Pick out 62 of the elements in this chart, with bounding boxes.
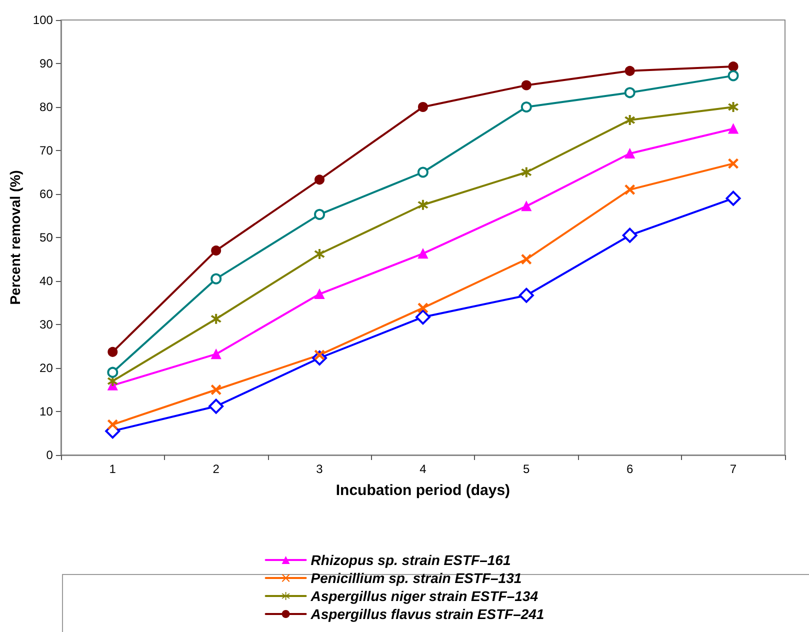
point <box>521 201 532 212</box>
point <box>314 289 325 300</box>
point <box>418 302 428 313</box>
point <box>728 102 738 112</box>
y-tick-label: 0 <box>46 448 54 462</box>
x-tick-label: 6 <box>626 462 634 476</box>
legend-label: Penicillium sp. strain ESTF–131 <box>310 570 522 586</box>
point <box>624 87 636 98</box>
point <box>728 124 738 134</box>
point <box>108 376 118 386</box>
x-tick-label: 4 <box>420 462 427 476</box>
point <box>418 102 428 112</box>
point <box>211 246 222 256</box>
point <box>415 310 430 325</box>
point <box>211 384 222 395</box>
point <box>624 184 635 195</box>
y-axis-title: Percent removal (%) <box>7 170 23 305</box>
point <box>208 398 224 414</box>
y-tick-label: 80 <box>40 100 54 114</box>
point <box>107 366 118 378</box>
y-tick-label: 100 <box>32 13 54 27</box>
point <box>314 174 325 185</box>
point <box>314 249 325 260</box>
x-tick-label: 3 <box>316 462 324 476</box>
point <box>210 273 222 284</box>
point <box>624 66 635 76</box>
point <box>520 102 532 112</box>
x-axis-title: Incubation period (days) <box>336 482 510 499</box>
y-tick-label: 50 <box>40 230 54 244</box>
point <box>728 158 738 169</box>
point <box>211 349 222 360</box>
point <box>518 288 534 303</box>
x-tick-label: 2 <box>212 462 220 476</box>
point <box>418 200 428 210</box>
y-tick-label: 10 <box>40 404 54 418</box>
point <box>521 80 532 90</box>
point <box>622 228 638 243</box>
y-tick-label: 60 <box>40 187 54 201</box>
point <box>108 346 118 357</box>
y-tick-label: 70 <box>40 144 54 158</box>
y-tick-label: 20 <box>40 361 54 375</box>
y-tick-label: 30 <box>40 318 54 332</box>
point <box>521 167 532 178</box>
point <box>211 314 222 324</box>
point <box>726 190 741 206</box>
point <box>728 70 739 82</box>
point <box>521 254 532 264</box>
x-tick-label: 7 <box>730 462 737 476</box>
y-tick-label: 40 <box>40 274 54 288</box>
point <box>418 248 428 259</box>
x-tick-label: 1 <box>109 462 116 476</box>
x-tick-label: 5 <box>523 462 530 476</box>
point <box>108 420 118 430</box>
y-tick-label: 90 <box>40 56 54 70</box>
point <box>314 208 326 220</box>
point <box>417 166 428 178</box>
legend-label: Aspergillus niger strain ESTF–134 <box>310 588 538 604</box>
point <box>624 115 635 126</box>
point <box>624 148 635 159</box>
legend-label: Aspergillus flavus strain ESTF–241 <box>310 606 544 622</box>
legend-label: Rhizopus sp. strain ESTF–161 <box>310 552 511 568</box>
point <box>728 62 738 72</box>
